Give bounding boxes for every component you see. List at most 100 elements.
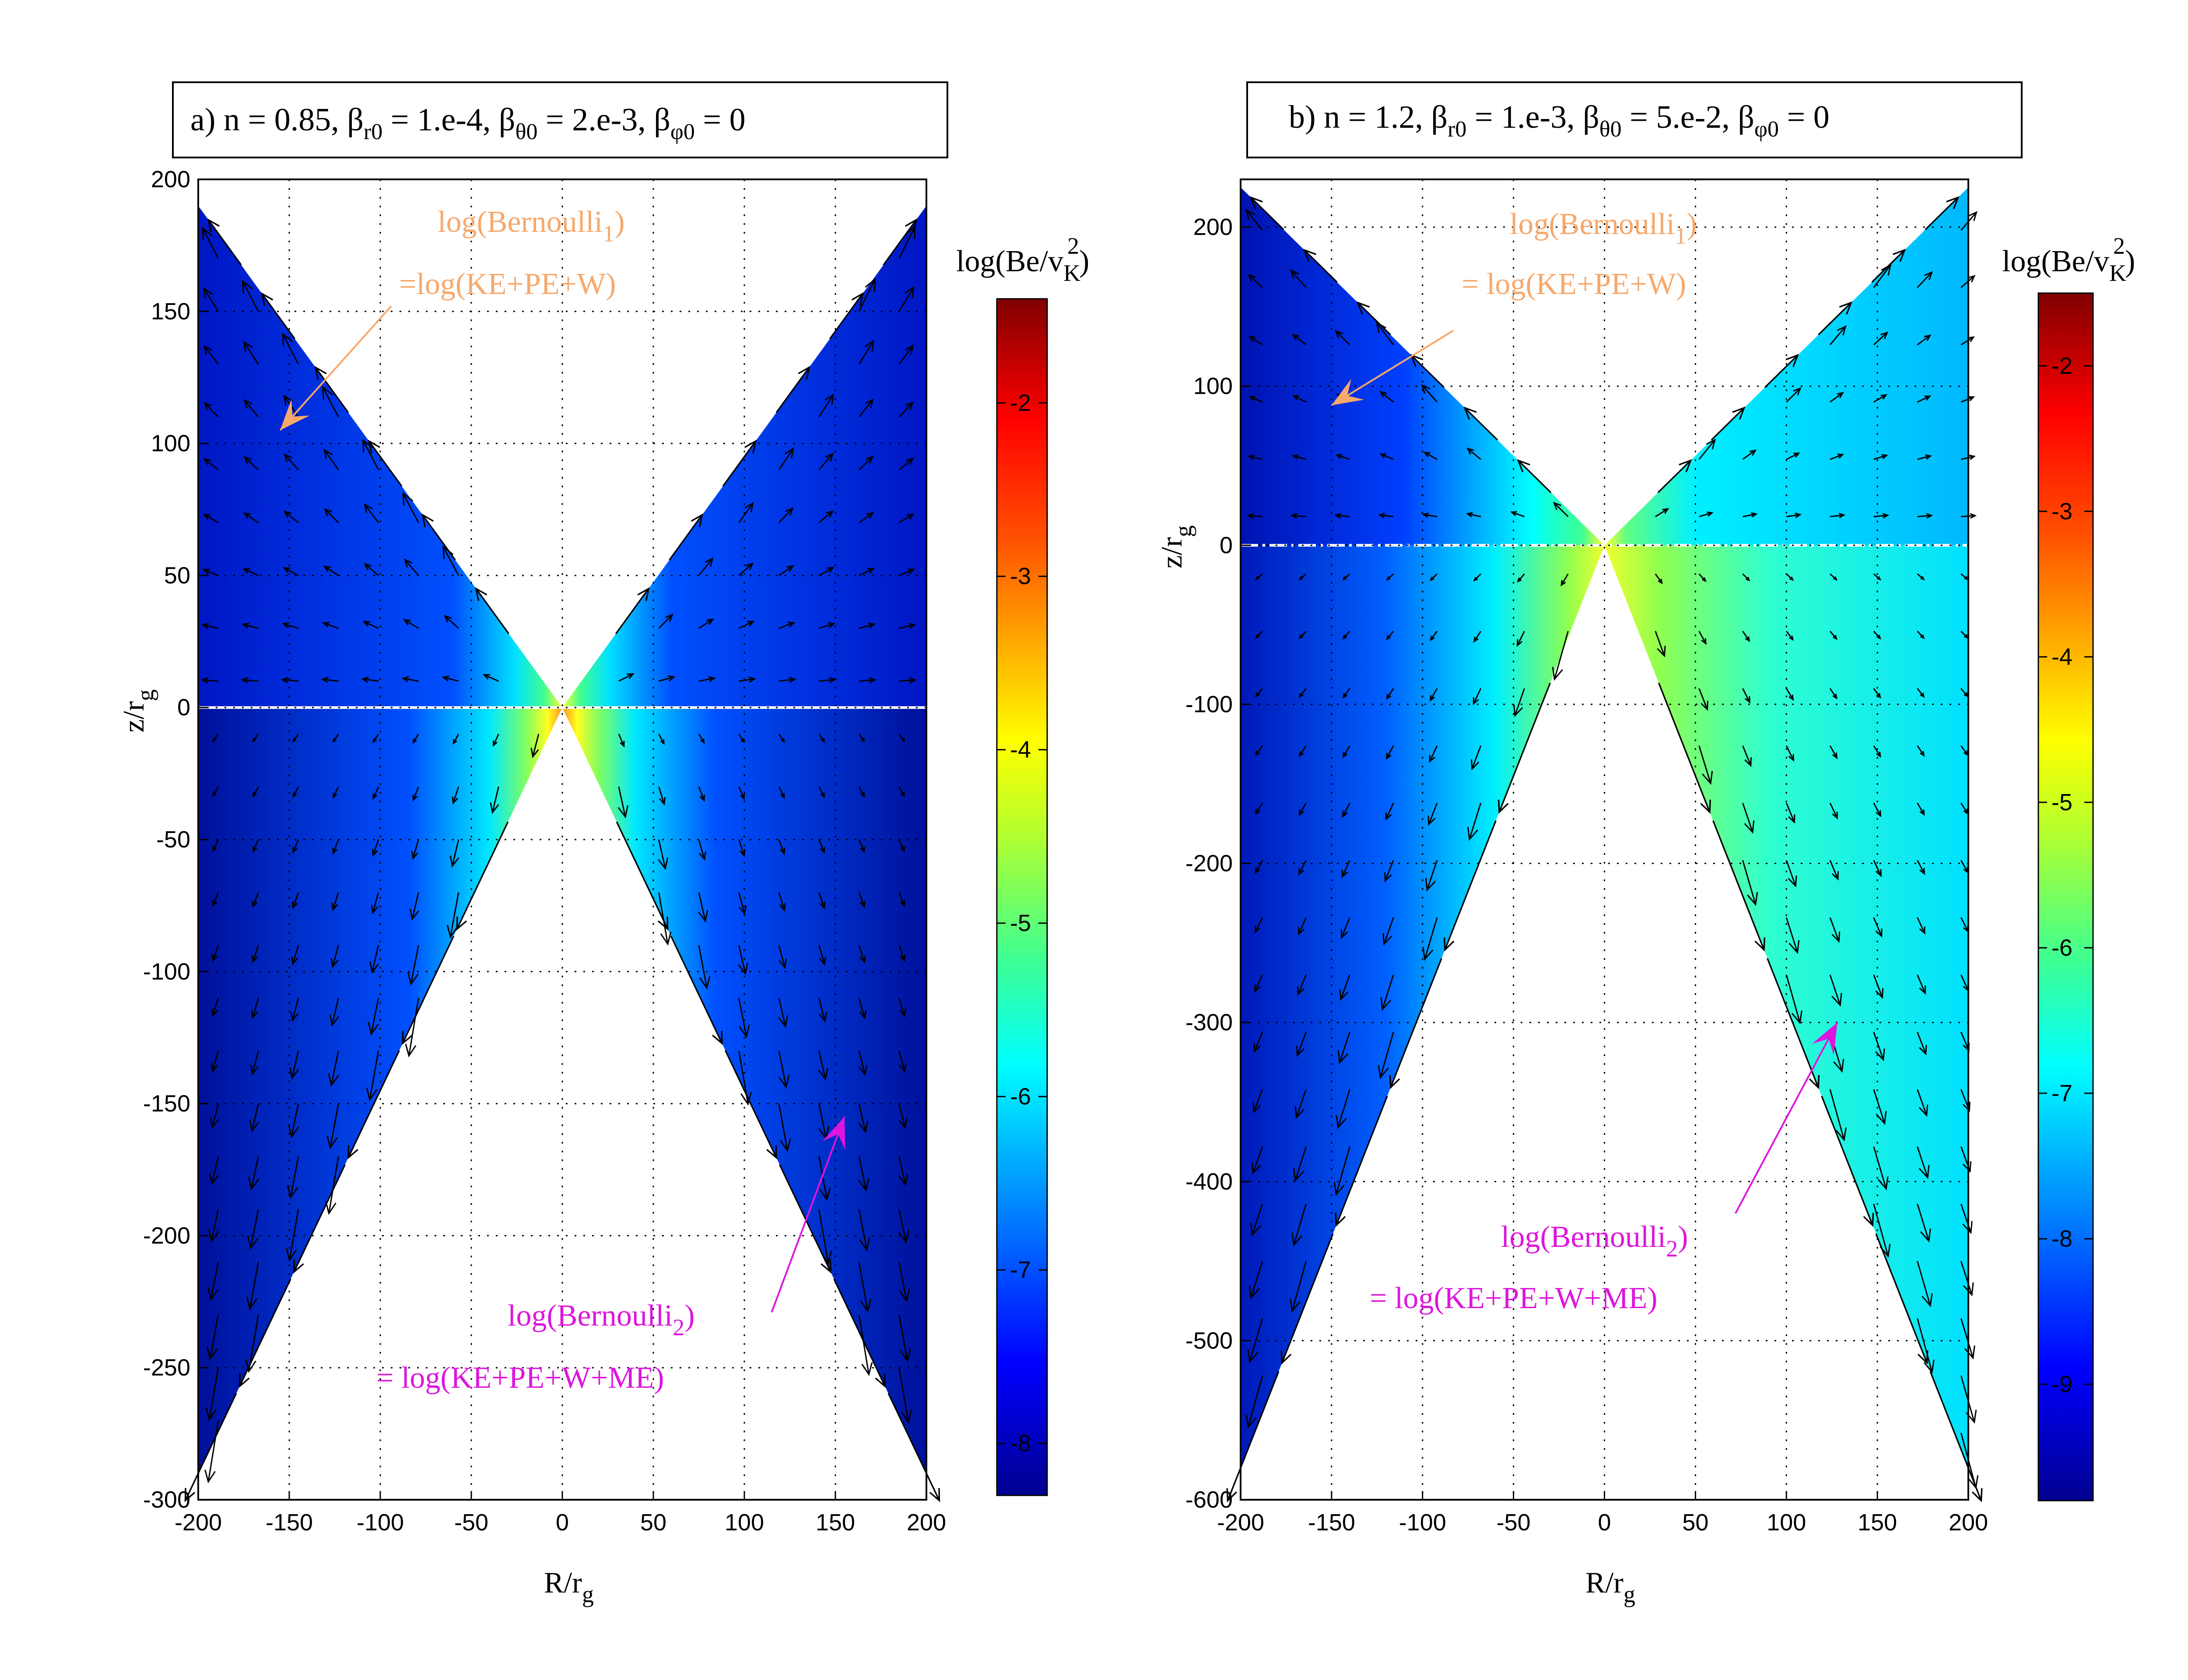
panel-b-velocity-arrow — [1247, 1318, 1263, 1364]
panel-a-velocity-arrow — [858, 733, 865, 743]
panel-a-velocity-arrow — [372, 786, 379, 800]
panel-a-velocity-arrow — [859, 568, 875, 576]
panel-a-velocity-arrow — [323, 448, 339, 470]
panel-a-xlabel: R/rg — [544, 1566, 594, 1607]
panel-a-velocity-arrow — [658, 786, 666, 806]
panel-a-velocity-arrow — [323, 565, 339, 576]
panel-a-velocity-arrow — [291, 945, 299, 966]
panel-b-xtick-label: -150 — [1308, 1509, 1355, 1536]
panel-b-velocity-arrow — [1829, 802, 1838, 820]
panel-b-velocity-arrow — [1873, 917, 1883, 938]
panel-b-velocity-arrow — [1960, 630, 1969, 639]
panel-b-velocity-arrow — [1711, 406, 1746, 441]
panel-a-velocity-arrow — [898, 892, 905, 907]
panel-b-velocity-arrow — [1303, 248, 1338, 283]
panel-a-velocity-arrow — [887, 1393, 940, 1502]
panel-b-velocity-arrow — [1786, 573, 1794, 581]
panel-b-velocity-arrow — [1873, 513, 1890, 519]
panel-b-velocity-arrow — [1830, 392, 1844, 403]
panel-a-colorbar-ticks: -8 -7 -6 -5 -4 -3 -2 — [997, 390, 1047, 1456]
panel-a-velocity-arrow — [207, 218, 242, 266]
panel-a-velocity-arrow — [452, 786, 459, 805]
panel-a-velocity-arrows — [184, 218, 940, 1502]
panel-a-velocity-arrow — [898, 286, 915, 312]
panel-b-velocity-arrow — [1742, 449, 1757, 460]
panel-b-colorbar-tick-label: -4 — [2051, 644, 2072, 670]
panel-a-velocity-arrow — [858, 945, 866, 964]
panel-a-velocity-arrow — [818, 733, 825, 743]
panel-b-annotation-bernoulli1: log(Bernoulli1) = log(KE+PE+W) — [1331, 207, 1697, 406]
panel-b-ytick-label: -200 — [1185, 850, 1233, 877]
panel-a-velocity-arrow — [284, 453, 299, 470]
panel-a-velocity-arrow — [698, 892, 708, 923]
panel-a-velocity-arrow — [778, 1050, 790, 1089]
panel-a-velocity-arrow — [778, 786, 785, 799]
panel-b-ytick-label: -500 — [1185, 1327, 1233, 1354]
panel-b-colorbar-tick-label: -5 — [2051, 789, 2072, 816]
panel-b-velocity-arrow — [1342, 745, 1350, 759]
panel-a-ytick-label: -300 — [143, 1487, 190, 1513]
panel-a-velocity-arrow — [449, 839, 459, 868]
panel-b-velocity-arrow — [1917, 860, 1925, 875]
panel-a-plot — [184, 178, 940, 1502]
panel-b-velocity-arrow — [1917, 334, 1932, 346]
panel-b-velocity-arrow — [1829, 688, 1837, 700]
panel-b-velocity-arrow — [1917, 974, 1926, 995]
panel-b-xtick-label: 0 — [1598, 1509, 1611, 1536]
panel-a-velocity-arrow — [898, 401, 914, 418]
panel-a-velocity-arrow — [282, 622, 299, 629]
panel-a-ytick-label: 0 — [177, 694, 190, 721]
panel-b-velocity-arrow — [1960, 1261, 1974, 1297]
panel-a-velocity-arrow — [322, 622, 339, 629]
panel-b-velocity-arrow — [1917, 1204, 1931, 1243]
panel-a-velocity-arrow — [366, 1050, 379, 1102]
panel-a-velocity-arrow — [858, 998, 867, 1020]
panel-b-velocity-arrow — [1742, 630, 1750, 642]
panel-a-velocity-arrow — [326, 1103, 339, 1150]
panel-a-velocity-arrow — [818, 1050, 828, 1081]
panel-a-velocity-arrow — [530, 734, 540, 759]
panel-b-x-ticks: -200 -150 -100 -50 0 50 100 150 200 — [1217, 1491, 1988, 1536]
panel-b-xtick-label: 200 — [1949, 1509, 1988, 1536]
panel-b-velocity-arrow — [1248, 455, 1263, 460]
panel-b-velocity-arrow — [1425, 860, 1438, 892]
panel-a-velocity-arrow — [898, 1367, 912, 1424]
panel-a-xtick-label: -150 — [266, 1509, 313, 1536]
panel-b-velocity-arrow — [1385, 745, 1394, 760]
panel-b-velocity-arrow — [1818, 301, 1853, 336]
panel-a-velocity-arrow — [332, 733, 339, 743]
panel-a-velocity-arrow — [333, 786, 339, 799]
panel-a-velocity-arrow — [738, 892, 747, 915]
panel-b-velocity-arrow — [1255, 630, 1263, 639]
panel-b-velocity-arrow — [1873, 1089, 1887, 1125]
panel-a-velocity-arrow — [858, 1050, 867, 1076]
panel-b-velocity-arrow — [1463, 406, 1498, 441]
panel-b-velocity-arrow — [1830, 573, 1838, 581]
panel-a-velocity-arrow — [288, 1103, 299, 1139]
panel-a-annotation-bernoulli2: log(Bernoulli2) = log(KE+PE+W+ME) — [376, 1116, 845, 1395]
panel-b-velocity-arrow — [1786, 387, 1802, 403]
panel-a-colorbar-tick-label: -2 — [1010, 390, 1031, 416]
panel-a-velocity-arrow — [698, 557, 714, 576]
panel-b-velocity-arrow — [1917, 1318, 1935, 1374]
panel-a-velocity-arrow — [281, 677, 298, 683]
panel-a-velocity-arrow — [859, 512, 874, 523]
panel-a-velocity-arrow — [833, 1278, 886, 1388]
panel-a-velocity-arrow — [331, 892, 339, 911]
panel-b-velocity-arrow — [1917, 917, 1925, 935]
panel-a-velocity-arrow — [738, 733, 745, 744]
panel-b-velocity-arrow — [1380, 974, 1394, 1011]
panel-a-velocity-arrow — [738, 786, 745, 800]
panel-b-velocity-arrow — [1552, 631, 1569, 681]
panel-a-velocity-arrow — [898, 1103, 908, 1130]
panel-a-velocity-arrow — [898, 733, 905, 743]
panel-a-velocity-arrow — [250, 1050, 259, 1076]
panel-a-velocity-arrow — [724, 1050, 777, 1159]
panel-a-velocity-arrow — [899, 677, 917, 684]
panel-b-velocity-arrow — [1875, 1233, 1929, 1365]
panel-b-ytick-label: 100 — [1193, 373, 1233, 399]
panel-b-velocity-arrow — [1247, 513, 1263, 519]
panel-b-velocity-arrow — [1873, 974, 1884, 999]
panel-a-velocity-arrow — [898, 1209, 909, 1244]
panel-b-bernoulli2-line2: = log(KE+PE+W+ME) — [1370, 1281, 1658, 1315]
